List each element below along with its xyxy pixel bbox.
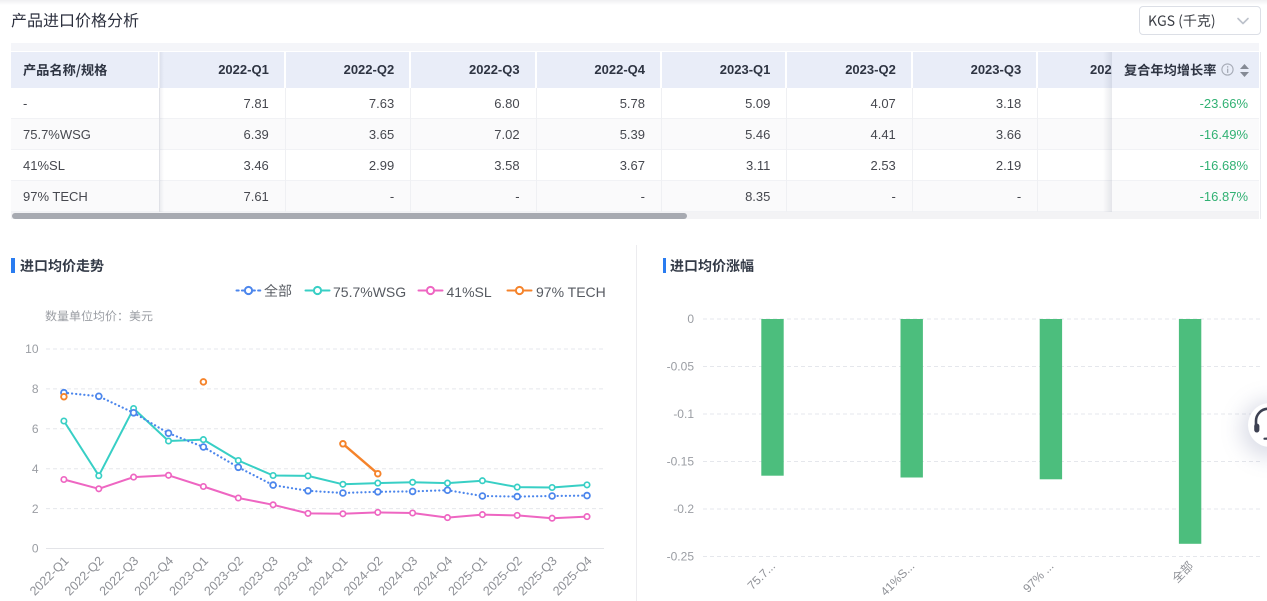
svg-text:-0.15: -0.15 [667,455,695,469]
svg-text:-0.1: -0.1 [673,407,694,421]
svg-text:2025-Q4: 2025-Q4 [550,554,595,599]
svg-text:-0.25: -0.25 [667,550,695,564]
svg-text:4: 4 [32,462,39,476]
svg-text:-0.2: -0.2 [673,502,694,516]
svg-text:-0.05: -0.05 [667,360,695,374]
svg-text:0: 0 [687,312,694,326]
svg-text:6: 6 [32,422,39,436]
svg-text:8: 8 [32,382,39,396]
svg-text:10: 10 [25,342,39,356]
svg-text:2: 2 [32,502,39,516]
svg-text:97% ...: 97% ... [1020,559,1056,595]
svg-text:0: 0 [32,542,39,556]
svg-text:41%S...: 41%S... [878,559,918,599]
svg-text:75.7...: 75.7... [745,559,778,592]
